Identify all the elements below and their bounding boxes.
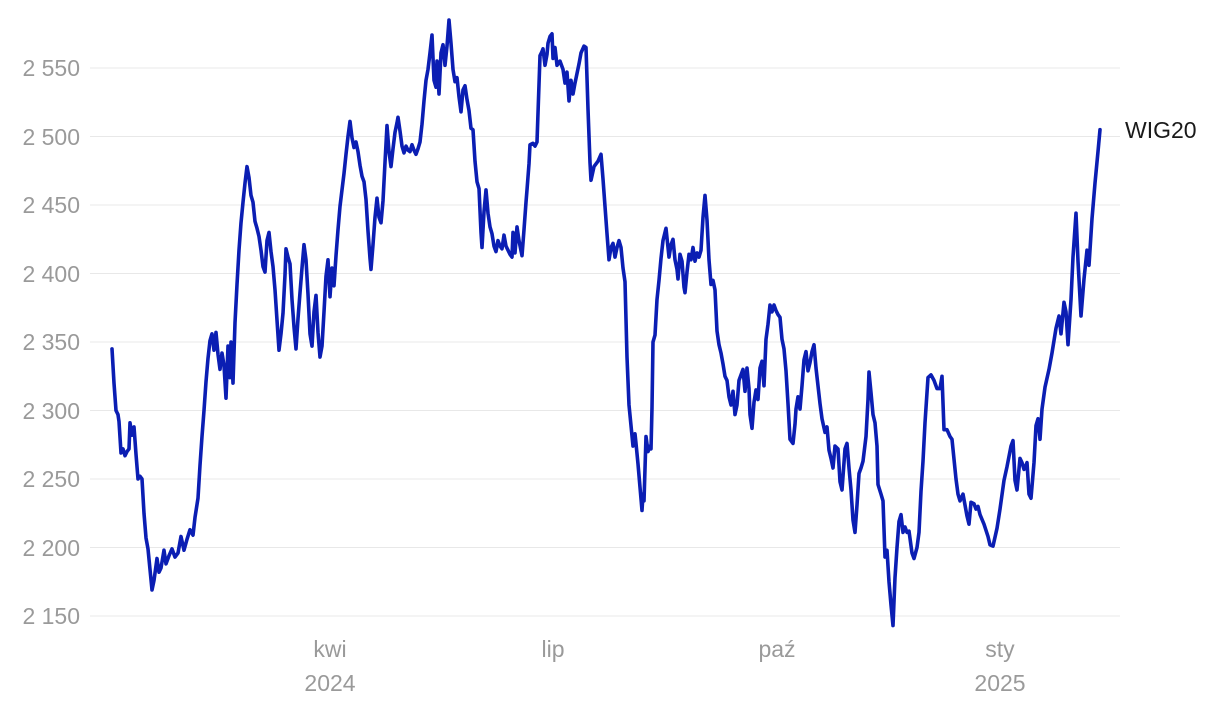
y-tick-label: 2 200: [22, 534, 80, 561]
x-tick-paź: paź: [717, 636, 837, 662]
y-tick-label: 2 400: [22, 260, 80, 287]
y-tick-label: 2 550: [22, 55, 80, 81]
y-tick-label: 2 300: [22, 397, 80, 424]
y-tick-label: 2 500: [22, 123, 80, 150]
y-tick-label: 2 450: [22, 192, 80, 218]
series-label-wig20: WIG20: [1125, 116, 1197, 143]
y-tick-label: 2 150: [22, 603, 80, 629]
x-tick-month-label: sty: [985, 636, 1015, 662]
x-tick-sty: sty 2025: [940, 636, 1060, 696]
x-tick-kwi: kwi 2024: [270, 636, 390, 696]
x-tick-year-label: 2024: [304, 670, 356, 696]
x-tick-month-label: kwi: [313, 636, 347, 662]
x-tick-lip: lip: [493, 636, 613, 662]
x-tick-month-label: paź: [758, 636, 796, 662]
x-tick-month-label: lip: [541, 636, 565, 662]
y-tick-label: 2 350: [22, 329, 80, 355]
y-tick-label: 2 250: [22, 466, 80, 492]
x-tick-year-label: 2025: [974, 670, 1026, 696]
price-line-wig20: [110, 18, 1102, 628]
